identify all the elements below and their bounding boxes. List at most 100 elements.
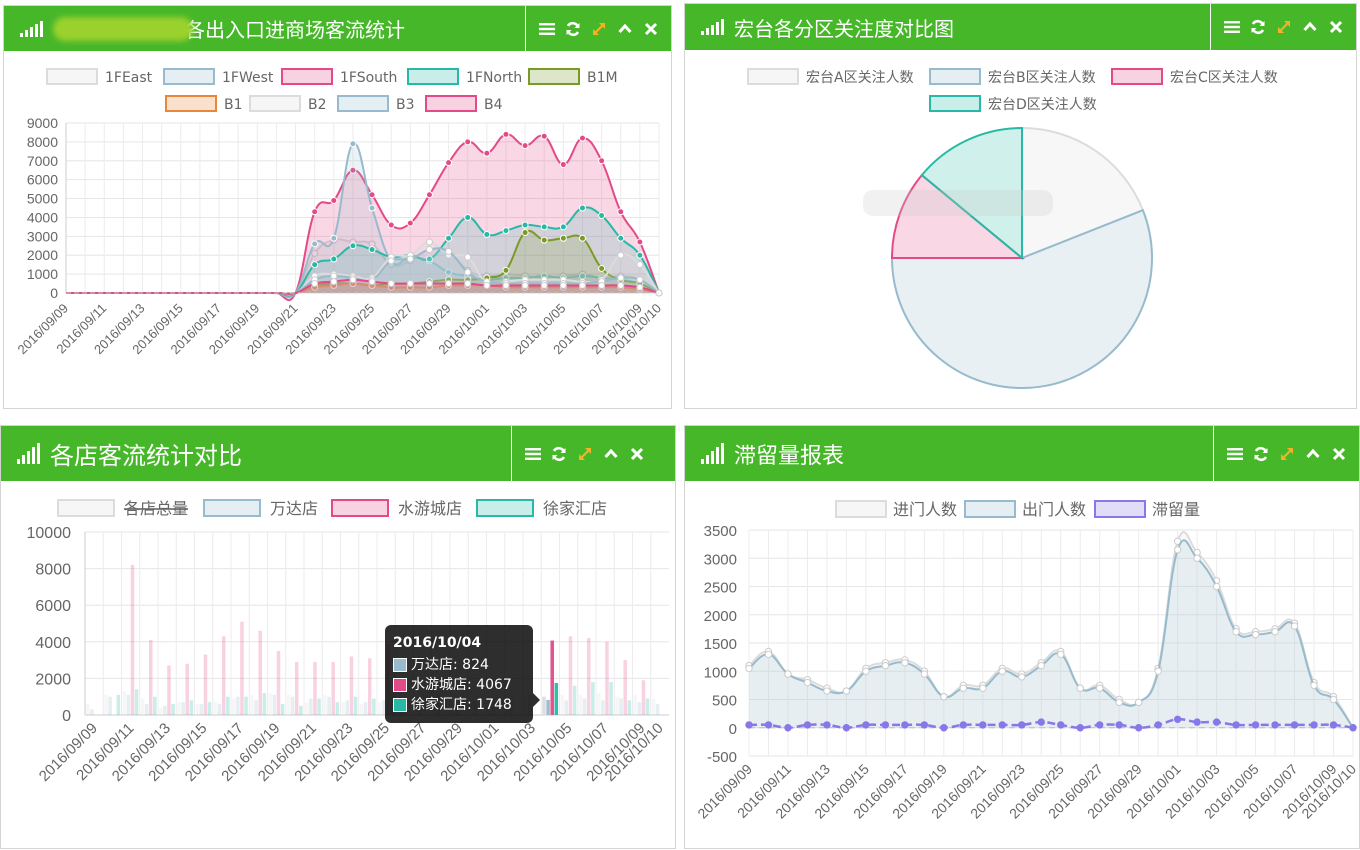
data-point: [1076, 724, 1084, 732]
legend-label: 进门人数: [893, 500, 957, 519]
panel-store-comparison: 各店客流统计对比 0 2000 4000 6000 8000 10000 2016/09/0…: [0, 425, 676, 849]
data-point: [1251, 630, 1260, 639]
data-point: [598, 264, 606, 272]
legend-item: B1: [165, 95, 243, 113]
bar: [601, 700, 605, 715]
data-point: [959, 721, 968, 729]
close-button[interactable]: [624, 441, 650, 467]
bar: [280, 704, 285, 715]
menu-button[interactable]: [534, 16, 560, 42]
data-point: [311, 208, 319, 216]
signal-icon: [701, 443, 724, 464]
data-point: [636, 261, 644, 269]
bar: [167, 665, 171, 715]
chart-tooltip: 2016/10/04 万达店: 824 水游城店: 4067 徐家汇店: 174…: [385, 625, 540, 723]
collapse-button[interactable]: [1297, 14, 1323, 40]
close-icon: [1329, 20, 1343, 34]
legend-swatch: [747, 68, 799, 85]
data-point: [425, 280, 433, 288]
menu-button[interactable]: [1219, 14, 1245, 40]
data-point: [559, 161, 567, 169]
data-point: [1154, 667, 1162, 675]
expand-icon: [1279, 446, 1295, 462]
close-icon: [1332, 447, 1346, 461]
data-point: [881, 661, 890, 670]
legend-label: 1FSouth: [340, 70, 397, 86]
bar: [240, 621, 244, 715]
menu-icon: [539, 22, 555, 36]
close-button[interactable]: [1326, 441, 1352, 467]
data-point: [425, 246, 433, 254]
legend-label: 滞留量: [1152, 500, 1200, 519]
data-point: [387, 221, 395, 229]
pie-slice: [920, 126, 1023, 261]
data-point: [406, 219, 414, 227]
legend-item: 1FEast: [46, 68, 153, 86]
data-point: [349, 140, 357, 148]
tooltip-row: 徐家汇店: 1748: [393, 695, 525, 715]
collapse-button[interactable]: [612, 16, 638, 42]
bar: [90, 709, 94, 715]
data-point: [901, 721, 909, 729]
legend-swatch: [281, 68, 333, 85]
bar: [578, 694, 583, 715]
legend-swatch: [1094, 500, 1146, 518]
y-tick-label: 2000: [35, 671, 71, 688]
data-point: [998, 721, 1006, 729]
data-point: [1057, 650, 1065, 659]
expand-button[interactable]: [1271, 14, 1297, 40]
refresh-button[interactable]: [1245, 14, 1271, 40]
expand-button[interactable]: [1274, 441, 1300, 467]
legend-label: 1FNorth: [466, 70, 522, 86]
bar: [126, 694, 131, 715]
expand-button[interactable]: [586, 16, 612, 42]
bar: [140, 698, 145, 715]
bar: [615, 696, 619, 715]
data-point: [368, 246, 376, 254]
refresh-button[interactable]: [546, 441, 572, 467]
refresh-button[interactable]: [1248, 441, 1274, 467]
data-point: [1349, 724, 1357, 732]
data-point: [387, 280, 395, 288]
y-tick-label: 5000: [27, 191, 58, 207]
pie-slice: [1021, 126, 1145, 260]
data-point: [842, 724, 851, 732]
data-point: [784, 724, 792, 732]
collapse-button[interactable]: [598, 441, 624, 467]
data-point: [368, 278, 376, 286]
data-point: [349, 276, 357, 284]
data-point: [1212, 582, 1221, 591]
bar: [655, 704, 660, 715]
collapse-button[interactable]: [1300, 441, 1326, 467]
expand-icon: [577, 446, 593, 462]
tooltip-row: 万达店: 824: [393, 655, 525, 675]
legend-label: 1FWest: [222, 70, 274, 86]
refresh-button[interactable]: [560, 16, 586, 42]
data-point: [998, 667, 1006, 675]
legend-item: 进门人数: [835, 500, 957, 519]
close-button[interactable]: [1323, 14, 1349, 40]
data-point: [617, 251, 625, 259]
expand-button[interactable]: [572, 441, 598, 467]
data-point: [1096, 721, 1104, 729]
menu-button[interactable]: [520, 441, 546, 467]
data-point: [1134, 698, 1143, 707]
close-button[interactable]: [638, 16, 664, 42]
bar: [367, 658, 372, 715]
data-point: [502, 266, 510, 274]
menu-button[interactable]: [1222, 441, 1248, 467]
data-point: [330, 278, 338, 286]
legend-item: 1FNorth: [407, 68, 522, 86]
data-point: [311, 280, 319, 288]
data-point: [464, 268, 472, 276]
y-tick-label: 2500: [704, 580, 737, 597]
panel-zone-attention: 宏台各分区关注度对比图 宏台A区关注人数 宏台B区关注人数 宏台C区关注人数 宏台D区…: [684, 3, 1357, 409]
refresh-icon: [551, 446, 567, 462]
legend-item: B3: [337, 95, 415, 113]
bar: [378, 702, 382, 715]
bar: [268, 693, 273, 715]
data-point: [862, 667, 870, 675]
collapse-icon: [617, 21, 633, 37]
bar: [317, 698, 321, 715]
